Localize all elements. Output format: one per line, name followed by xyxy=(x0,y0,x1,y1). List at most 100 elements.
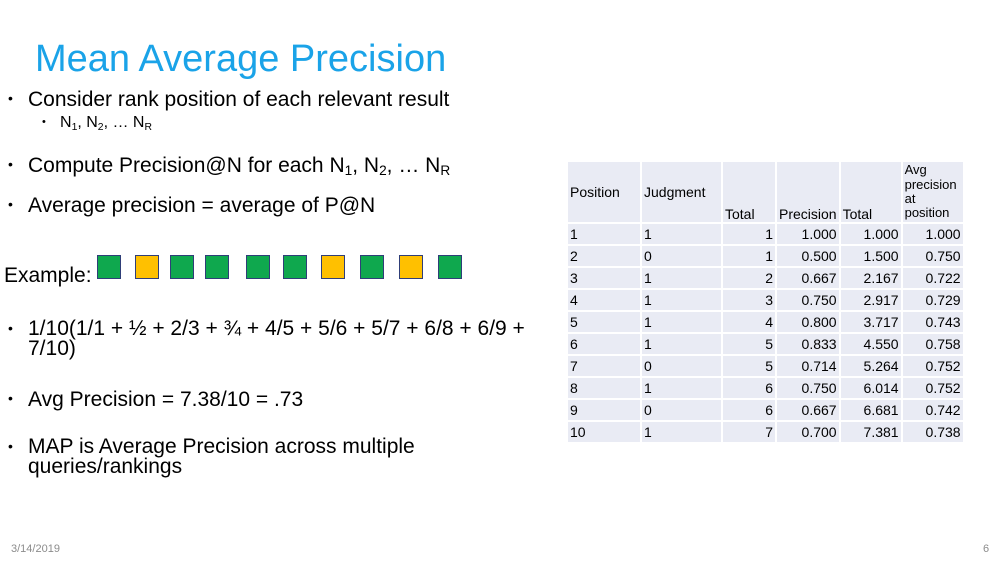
footer-date: 3/14/2019 xyxy=(11,543,60,555)
bullet-text: Consider rank position of each relevant … xyxy=(28,88,450,111)
sub-bullet-text: N1, N2, … NR xyxy=(60,114,152,133)
cell-total: 6 xyxy=(722,377,777,400)
header-avg-precision: Avg precision at position xyxy=(901,162,965,224)
cell-precision: 1.000 xyxy=(776,223,841,246)
relevance-square-1 xyxy=(97,255,121,279)
cell-avg-precision: 0.722 xyxy=(901,267,965,290)
cell-total: 4 xyxy=(722,311,777,334)
table-row: 7 0 5 0.714 5.264 0.752 xyxy=(568,355,965,378)
cell-total: 6 xyxy=(722,399,777,422)
cell-total: 5 xyxy=(722,355,777,378)
cell-avg-precision: 0.750 xyxy=(901,245,965,268)
cell-total-cumulative: 1.000 xyxy=(839,223,903,246)
table-row: 9 0 6 0.667 6.681 0.742 xyxy=(568,399,965,422)
cell-position: 9 xyxy=(568,399,642,422)
relevance-squares xyxy=(97,255,464,281)
header-total-cumulative: Total xyxy=(839,162,903,224)
bullet-dot: • xyxy=(8,438,13,454)
cell-total-cumulative: 2.917 xyxy=(839,289,903,312)
cell-judgment: 0 xyxy=(641,399,723,422)
cell-precision: 0.750 xyxy=(776,377,841,400)
header-precision: Precision xyxy=(776,162,841,224)
cell-position: 5 xyxy=(568,311,642,334)
cell-precision: 0.700 xyxy=(776,421,841,444)
cell-total: 7 xyxy=(722,421,777,444)
precision-table: Position Judgment Total Precision Total … xyxy=(568,162,965,444)
cell-judgment: 1 xyxy=(641,311,723,334)
cell-total-cumulative: 6.681 xyxy=(839,399,903,422)
cell-total: 3 xyxy=(722,289,777,312)
table-row: 4 1 3 0.750 2.917 0.729 xyxy=(568,289,965,312)
bullet-text: Compute Precision@N for each N1, N2, … N… xyxy=(28,154,451,178)
header-total: Total xyxy=(722,162,777,224)
cell-total-cumulative: 5.264 xyxy=(839,355,903,378)
cell-position: 4 xyxy=(568,289,642,312)
page-number: 6 xyxy=(983,543,990,555)
cell-total-cumulative: 6.014 xyxy=(839,377,903,400)
bullet-dot: • xyxy=(8,90,13,106)
cell-avg-precision: 0.752 xyxy=(901,377,965,400)
relevance-square-4 xyxy=(205,255,229,279)
bullet-text: Average precision = average of P@N xyxy=(28,194,376,217)
relevance-square-10 xyxy=(438,255,462,279)
cell-total: 1 xyxy=(722,223,777,246)
cell-precision: 0.667 xyxy=(776,399,841,422)
cell-precision: 0.500 xyxy=(776,245,841,268)
cell-total: 1 xyxy=(722,245,777,268)
cell-total-cumulative: 1.500 xyxy=(839,245,903,268)
bullet-text: Avg Precision = 7.38/10 = .73 xyxy=(28,388,304,411)
table-row: 6 1 5 0.833 4.550 0.758 xyxy=(568,333,965,356)
cell-avg-precision: 0.743 xyxy=(901,311,965,334)
cell-judgment: 1 xyxy=(641,289,723,312)
relevance-square-7 xyxy=(321,255,345,279)
relevance-square-9 xyxy=(399,255,423,279)
cell-total-cumulative: 4.550 xyxy=(839,333,903,356)
cell-judgment: 1 xyxy=(641,267,723,290)
cell-precision: 0.833 xyxy=(776,333,841,356)
cell-judgment: 1 xyxy=(641,223,723,246)
table-row: 2 0 1 0.500 1.500 0.750 xyxy=(568,245,965,268)
cell-position: 3 xyxy=(568,267,642,290)
cell-precision: 0.667 xyxy=(776,267,841,290)
cell-position: 8 xyxy=(568,377,642,400)
bullet-dot: • xyxy=(8,196,13,212)
cell-precision: 0.750 xyxy=(776,289,841,312)
relevance-square-3 xyxy=(170,255,194,279)
cell-judgment: 0 xyxy=(641,245,723,268)
cell-avg-precision: 0.738 xyxy=(901,421,965,444)
cell-judgment: 1 xyxy=(641,377,723,400)
cell-judgment: 1 xyxy=(641,421,723,444)
bullet-dot: • xyxy=(8,320,13,336)
cell-judgment: 0 xyxy=(641,355,723,378)
relevance-square-8 xyxy=(360,255,384,279)
table-header-row: Position Judgment Total Precision Total … xyxy=(568,162,965,224)
bullet-map: MAP is Average Precision across multiple… xyxy=(28,435,415,478)
relevance-square-5 xyxy=(246,255,270,279)
relevance-square-6 xyxy=(283,255,307,279)
slide-title: Mean Average Precision xyxy=(35,38,447,80)
cell-position: 1 xyxy=(568,223,642,246)
bullet-formula: 1/10(1/1 + ½ + 2/3 + ¾ + 4/5 + 5/6 + 5/7… xyxy=(28,317,525,360)
table-row: 1 1 1 1.000 1.000 1.000 xyxy=(568,223,965,246)
cell-judgment: 1 xyxy=(641,333,723,356)
cell-avg-precision: 0.758 xyxy=(901,333,965,356)
table-row: 8 1 6 0.750 6.014 0.752 xyxy=(568,377,965,400)
cell-total-cumulative: 2.167 xyxy=(839,267,903,290)
cell-avg-precision: 0.752 xyxy=(901,355,965,378)
header-judgment: Judgment xyxy=(641,162,723,224)
table-row: 5 1 4 0.800 3.717 0.743 xyxy=(568,311,965,334)
cell-precision: 0.800 xyxy=(776,311,841,334)
relevance-square-2 xyxy=(135,255,159,279)
cell-avg-precision: 0.729 xyxy=(901,289,965,312)
cell-avg-precision: 0.742 xyxy=(901,399,965,422)
table-row: 3 1 2 0.667 2.167 0.722 xyxy=(568,267,965,290)
cell-position: 2 xyxy=(568,245,642,268)
header-position: Position xyxy=(568,162,642,224)
example-label: Example: xyxy=(4,264,92,287)
table-row: 10 1 7 0.700 7.381 0.738 xyxy=(568,421,965,444)
cell-total-cumulative: 7.381 xyxy=(839,421,903,444)
cell-position: 6 xyxy=(568,333,642,356)
cell-total: 2 xyxy=(722,267,777,290)
bullet-dot: • xyxy=(8,156,13,172)
bullet-dot: • xyxy=(8,390,13,406)
